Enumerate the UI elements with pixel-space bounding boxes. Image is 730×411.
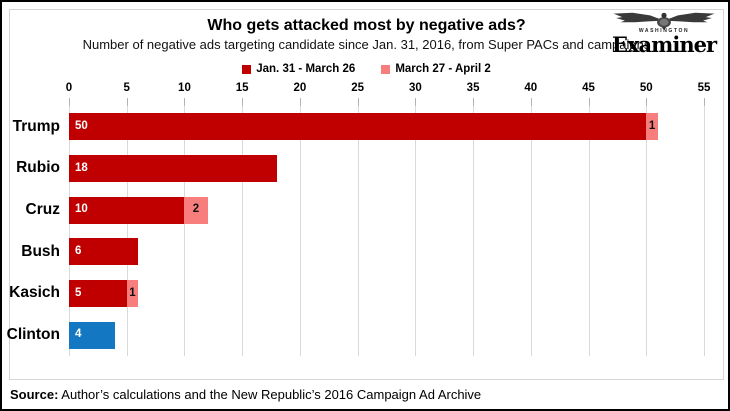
x-axis-label: 55 — [697, 82, 711, 94]
bar-segment-period1: 50 — [69, 113, 647, 141]
chart-title: Who gets attacked most by negative ads? — [207, 17, 526, 34]
legend-label: March 27 - April 2 — [395, 63, 491, 75]
bar-segment-period1: 10 — [69, 196, 185, 224]
bar-value-label: 5 — [75, 286, 82, 299]
legend-item: Jan. 31 - March 26 — [242, 63, 355, 75]
chart-frame: WASHINGTON Examiner Who gets attacked mo… — [7, 9, 724, 380]
gridline — [357, 106, 359, 356]
eagle-icon — [613, 12, 715, 31]
gridline — [299, 106, 301, 356]
bar-value-label: 18 — [75, 161, 88, 174]
category-label: Rubio — [16, 159, 60, 177]
source-label: Source: — [10, 387, 59, 402]
x-axis-label: 10 — [178, 82, 191, 94]
examiner-logo: WASHINGTON Examiner — [608, 11, 720, 55]
x-axis-tick — [473, 98, 475, 106]
gridline — [184, 106, 186, 356]
bar-row-cruz: Cruz 10 2 — [26, 196, 704, 224]
legend-item: March 27 - April 2 — [381, 63, 491, 75]
x-axis-tick — [299, 98, 301, 106]
bar-value-label: 1 — [129, 286, 136, 299]
bar-segment-period2: 1 — [126, 279, 139, 307]
chart: 0 5 10 15 20 25 30 35 40 45 50 55 Trump 50 1 Rubio 18 Cr… — [7, 82, 723, 356]
category-label: Trump — [12, 117, 60, 135]
gridline — [646, 106, 648, 356]
x-axis-tick — [126, 98, 128, 106]
x-axis-tick — [415, 98, 417, 106]
x-axis-label: 0 — [65, 82, 73, 94]
bar-value-label: 10 — [75, 203, 88, 216]
bar-row-rubio: Rubio 18 — [16, 154, 704, 182]
x-axis-tick — [357, 98, 359, 106]
x-axis-tick — [242, 98, 244, 106]
gridline — [415, 106, 417, 356]
gridline — [530, 106, 532, 356]
gridline — [69, 106, 70, 356]
bar-segment-period2: 1 — [646, 113, 658, 141]
x-axis-tick — [588, 98, 590, 106]
gridline — [473, 106, 475, 356]
legend-label: Jan. 31 - March 26 — [256, 63, 356, 75]
category-label: Bush — [21, 242, 60, 260]
legend-swatch — [242, 64, 252, 74]
gridline — [242, 106, 244, 356]
bar-rows: Trump 50 1 Rubio 18 Cruz 10 2 Bush 6 Kasich 5 1 Clint… — [7, 106, 704, 356]
bar-value-label: 4 — [75, 328, 82, 341]
gridline — [588, 106, 590, 356]
bar-row-bush: Bush 6 — [21, 238, 704, 266]
x-axis-label: 30 — [408, 82, 422, 94]
plot-area: Trump 50 1 Rubio 18 Cruz 10 2 Bush 6 Kasich 5 1 Clint… — [7, 106, 705, 356]
x-axis-ticks — [69, 97, 705, 106]
legend-swatch — [381, 64, 391, 74]
bar-row-clinton: Clinton 4 — [7, 321, 704, 349]
x-axis-label: 5 — [123, 82, 130, 94]
x-axis-labels: 0 5 10 15 20 25 30 35 40 45 50 55 — [65, 82, 711, 97]
source-text: Author’s calculations and the New Republ… — [58, 387, 482, 402]
gridline — [126, 106, 128, 356]
source-note: Source: Author’s calculations and the Ne… — [10, 387, 481, 402]
x-axis-label: 40 — [524, 82, 538, 94]
bar-value-label: 50 — [75, 120, 88, 133]
bar-segment-period2: 2 — [184, 196, 208, 224]
x-axis-tick — [184, 98, 186, 106]
x-axis-label: 50 — [639, 82, 653, 94]
x-axis-tick — [646, 98, 648, 106]
x-axis-label: 35 — [466, 82, 480, 94]
category-label: Clinton — [6, 326, 60, 344]
x-axis-tick — [69, 98, 70, 106]
bar-segment-period1: 4 — [69, 321, 116, 349]
x-axis-label: 20 — [293, 82, 307, 94]
bar-row-kasich: Kasich 5 1 — [9, 279, 704, 307]
category-label: Kasich — [9, 284, 60, 302]
bar-value-label: 6 — [75, 245, 82, 258]
logo-examiner-text: Examiner — [611, 32, 717, 57]
x-axis-tick — [530, 98, 532, 106]
bar-segment-period1: 6 — [69, 238, 139, 266]
bar-value-label: 1 — [648, 120, 656, 133]
bar-value-label: 2 — [192, 203, 200, 216]
gridline — [704, 106, 705, 356]
x-axis-label: 15 — [235, 82, 249, 94]
x-axis-label: 45 — [582, 82, 595, 94]
legend: Jan. 31 - March 26 March 27 - April 2 — [10, 63, 723, 75]
chart-subtitle: Number of negative ads targeting candida… — [82, 37, 651, 52]
x-axis-label: 25 — [351, 82, 365, 94]
logo-washington-text: WASHINGTON — [638, 28, 690, 34]
bar-segment-period1: 18 — [69, 154, 277, 182]
bar-row-trump: Trump 50 1 — [13, 113, 704, 141]
category-label: Cruz — [25, 201, 60, 219]
x-axis-tick — [704, 98, 705, 106]
bar-segment-period1: 5 — [69, 279, 127, 307]
